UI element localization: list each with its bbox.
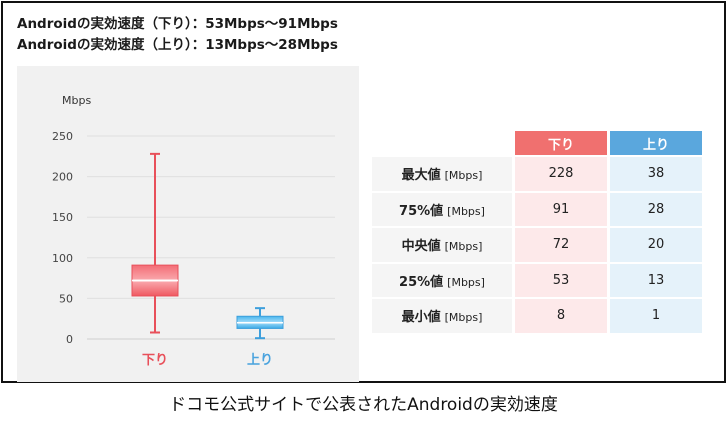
y-tick-label: 0 — [66, 333, 73, 346]
headline-upload-range: Androidの実効速度（上り）：13Mbps～28Mbps — [17, 37, 338, 53]
stat-unit: [Mbps] — [444, 311, 483, 325]
table-row: 中央値 [Mbps] 72 20 — [372, 228, 702, 262]
stat-unit: [Mbps] — [447, 275, 485, 289]
download-value: 8 — [515, 299, 607, 333]
row-label: 25%値 [Mbps] — [372, 263, 512, 297]
figure-frame: Androidの実効速度（下り）：53Mbps～91Mbps Androidの実… — [1, 1, 726, 383]
stat-name: 最大値 — [401, 168, 441, 184]
row-label: 最小値 [Mbps] — [372, 299, 512, 333]
upload-value: 28 — [610, 192, 702, 226]
x-axis-labels: 下り 上り — [142, 353, 273, 368]
box-upload — [236, 307, 284, 340]
y-tick-label: 150 — [52, 211, 73, 224]
header-upload: 上り — [610, 131, 702, 155]
box-plot-panel: Mbps 0 50 100 150 200 250 下り 上り — [17, 66, 359, 382]
box-download — [131, 152, 179, 334]
download-value: 91 — [515, 192, 607, 226]
gridlines — [87, 135, 335, 340]
y-tick-label: 100 — [52, 252, 73, 265]
box-series — [131, 152, 284, 340]
x-category-label: 下り — [142, 353, 168, 368]
headline-download-range: Androidの実効速度（下り）：53Mbps～91Mbps — [17, 16, 338, 32]
stat-name: 25%値 — [399, 274, 444, 290]
table-row: 25%値 [Mbps] 53 13 — [372, 263, 702, 297]
stat-unit: [Mbps] — [447, 204, 485, 218]
table-row: 最大値 [Mbps] 228 38 — [372, 157, 702, 191]
y-tick-label: 50 — [59, 292, 73, 305]
stat-name: 75%値 — [399, 203, 444, 219]
y-tick-label: 200 — [52, 171, 73, 184]
table-corner — [372, 131, 512, 155]
table-row: 75%値 [Mbps] 91 28 — [372, 192, 702, 226]
y-axis-ticks: 0 50 100 150 200 250 — [52, 130, 73, 346]
speed-table: 下り 上り 最大値 [Mbps] 228 38 75%値 [Mbps] 91 28 中央値 [Mb… — [369, 129, 705, 335]
header-download: 下り — [515, 131, 607, 155]
upload-value: 20 — [610, 228, 702, 262]
upload-value: 1 — [610, 299, 702, 333]
box-plot-chart: Mbps 0 50 100 150 200 250 下り 上り — [52, 94, 335, 368]
table-row: 最小値 [Mbps] 8 1 — [372, 299, 702, 333]
download-value: 228 — [515, 157, 607, 191]
table-body: 最大値 [Mbps] 228 38 75%値 [Mbps] 91 28 中央値 [Mbps] 72 2… — [372, 157, 702, 333]
y-tick-label: 250 — [52, 130, 73, 143]
stat-name: 最小値 — [401, 310, 441, 326]
upload-value: 13 — [610, 263, 702, 297]
figure-caption: ドコモ公式サイトで公表されたAndroidの実効速度 — [169, 395, 558, 415]
stat-unit: [Mbps] — [444, 240, 483, 254]
row-label: 最大値 [Mbps] — [372, 157, 512, 191]
download-value: 53 — [515, 263, 607, 297]
table-header-row: 下り 上り — [372, 131, 702, 155]
download-value: 72 — [515, 228, 607, 262]
row-label: 75%値 [Mbps] — [372, 192, 512, 226]
row-label: 中央値 [Mbps] — [372, 228, 512, 262]
upload-value: 38 — [610, 157, 702, 191]
x-category-label: 上り — [247, 353, 273, 368]
y-axis-label: Mbps — [62, 94, 91, 107]
stat-name: 中央値 — [401, 239, 441, 255]
stat-unit: [Mbps] — [444, 169, 483, 183]
